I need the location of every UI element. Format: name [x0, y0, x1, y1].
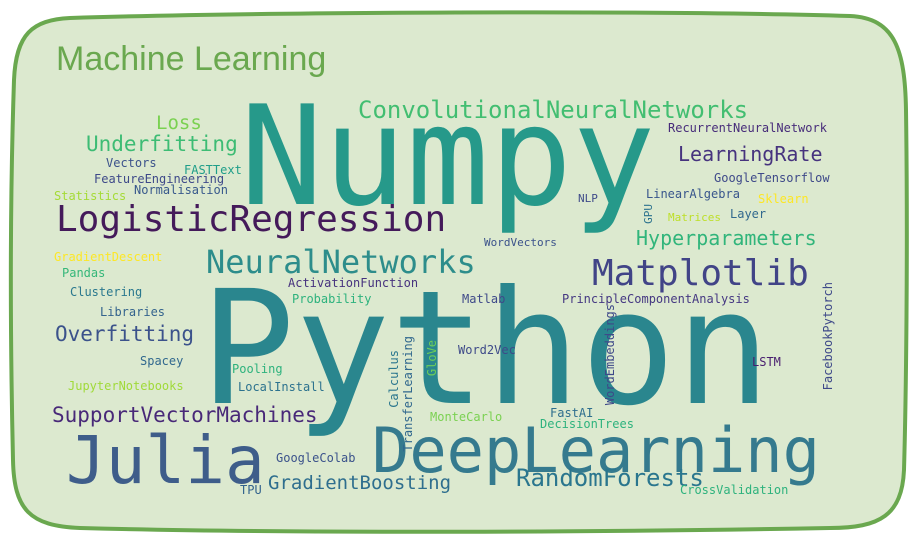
word-feature-engineering: FeatureEngineering	[94, 172, 225, 186]
word-tpu: TPU	[240, 483, 262, 497]
word-cross-validation: CrossValidation	[680, 483, 789, 497]
word-local-install: LocalInstall	[238, 380, 325, 394]
word-clustering: Clustering	[70, 285, 143, 299]
word-recurrent-neural-network: RecurrentNeuralNetwork	[668, 121, 827, 135]
word-glove: GloVe	[425, 340, 439, 377]
word-convolutional-neural-networks: ConvolutionalNeuralNetworks	[358, 96, 749, 124]
word-fastai: FastAI	[550, 406, 594, 420]
word-calculus: Calculus	[387, 350, 401, 408]
word-learning-rate: LearningRate	[678, 142, 823, 166]
card-title: Machine Learning	[56, 40, 327, 78]
word-probability: Probability	[292, 292, 372, 306]
word-hyperparameters: Hyperparameters	[636, 226, 817, 250]
word-layer: Layer	[730, 207, 767, 221]
word-logistic-regression: LogisticRegression	[56, 199, 447, 240]
word-decision-trees: DecisionTrees	[540, 417, 634, 431]
word-gradient-boosting: GradientBoosting	[268, 472, 452, 494]
word-deep-learning: DeepLearning	[372, 414, 820, 487]
word-support-vector-machines: SupportVectorMachines	[52, 403, 318, 427]
word-neural-networks: NeuralNetworks	[206, 243, 476, 281]
word-pandas: Pandas	[62, 266, 106, 280]
word-python: Python	[200, 257, 771, 441]
word-linear-algebra: LinearAlgebra	[646, 187, 740, 201]
word-loss: Loss	[156, 112, 202, 134]
word-gpu: GPU	[642, 204, 655, 224]
word-activation-function: ActivationFunction	[288, 276, 419, 290]
word-fasttext: FASTText	[184, 163, 242, 177]
word-transfer-learning: TransferLearning	[401, 336, 415, 452]
word-principle-component-analysis: PrincipleComponentAnalysis	[562, 292, 750, 306]
word-word2vec: Word2Vec	[458, 343, 516, 357]
word-julia: Julia	[66, 422, 265, 499]
word-google-colab: GoogleColab	[276, 451, 356, 465]
word-google-tensorflow: GoogleTensorflow	[714, 171, 830, 185]
word-pooling: Pooling	[232, 362, 283, 376]
frame-shape	[8, 10, 909, 534]
word-matlab: Matlab	[462, 292, 506, 306]
word-matplotlib: Matplotlib	[592, 253, 809, 294]
word-random-forests: RandomForests	[516, 464, 704, 492]
word-spacey: Spacey	[140, 354, 184, 368]
word-libraries: Libraries	[100, 305, 166, 319]
word-nlp: NLP	[578, 192, 598, 205]
word-gradient-descent: GradientDescent	[54, 250, 163, 264]
word-lstm: LSTM	[752, 355, 781, 369]
word-underfitting: Underfitting	[86, 132, 238, 156]
word-monte-carlo: MonteCarlo	[430, 410, 503, 424]
word-word-vectors: WordVectors	[484, 236, 557, 249]
word-overfitting: Overfitting	[55, 322, 195, 346]
word-sklearn: Sklearn	[758, 192, 809, 206]
word-facebook-pytorch: FacebookPytorch	[821, 282, 835, 391]
word-jupyter-notebooks: JupyterNotebooks	[68, 379, 184, 393]
word-word-embeddings: WordEmbeddings	[603, 304, 617, 406]
word-statistics: Statistics	[54, 189, 127, 203]
word-vectors: Vectors	[106, 156, 157, 170]
word-numpy: Numpy	[240, 76, 656, 237]
word-matrices: Matrices	[668, 211, 721, 224]
word-normalisation: Normalisation	[134, 183, 228, 197]
